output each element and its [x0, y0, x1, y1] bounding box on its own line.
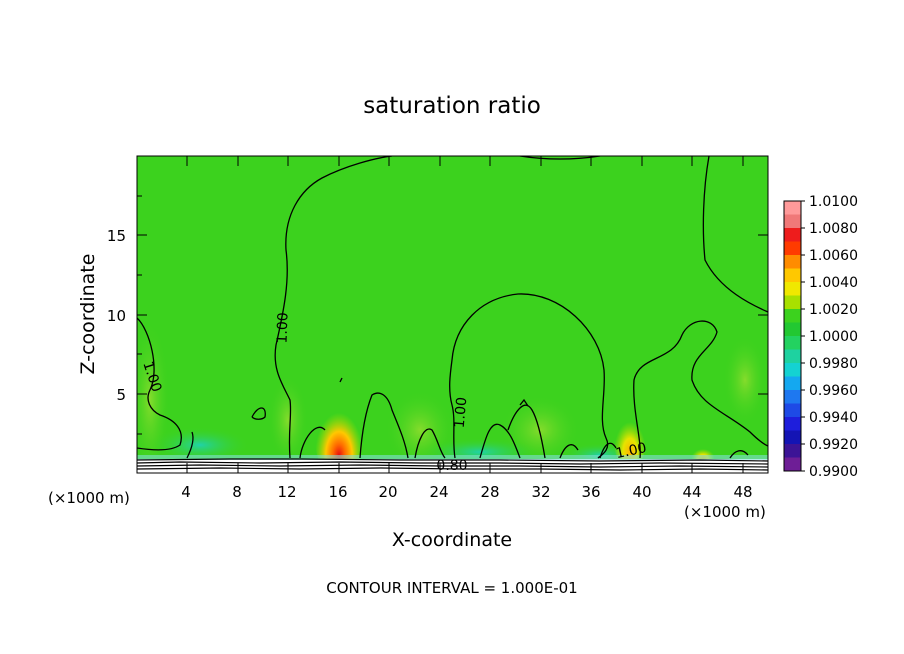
x-axis: 4 8 12 16 20 24 28 32 36 40 44 48 (×1000…: [48, 156, 766, 551]
colorbar-band: [784, 228, 801, 242]
y-tick-label: 10: [107, 307, 126, 325]
x-tick-label: 40: [632, 483, 651, 501]
x-tick-label: 28: [480, 483, 499, 501]
colorbar-band: [784, 268, 801, 283]
contour-label: 0.80: [436, 458, 467, 474]
colorbar-level-label: 0.9920: [809, 437, 858, 453]
colorbar-band: [784, 295, 801, 310]
y-tick-label: 5: [116, 386, 126, 404]
colorbar: 1.0100 1.0080 1.0060 1.0040 1.0020 1.0000 0.99…: [783, 194, 858, 480]
colorbar-band: [784, 430, 801, 445]
colorbar-bands: [784, 201, 801, 472]
colorbar-band: [784, 255, 801, 269]
colorbar-level-label: 0.9980: [809, 356, 858, 372]
colorbar-band: [784, 376, 801, 391]
colorbar-band: [784, 201, 801, 215]
x-tick-label: 36: [581, 483, 600, 501]
colorbar-labels: 1.0100 1.0080 1.0060 1.0040 1.0020 1.0000 0.99…: [801, 194, 858, 480]
x-unit-label-left: (×1000 m): [48, 489, 130, 507]
colorbar-band: [784, 363, 801, 377]
surface-contours: [137, 458, 768, 471]
x-unit-label-right: (×1000 m): [684, 503, 766, 521]
x-tick-label: 16: [328, 483, 347, 501]
x-tick-label: 32: [531, 483, 550, 501]
contour-interval-note: CONTOUR INTERVAL = 1.000E-01: [326, 579, 577, 597]
contour-label: 1.00: [274, 312, 291, 344]
surface-band-cool: [137, 455, 768, 460]
colorbar-band: [784, 322, 801, 337]
colorbar-level-label: 1.0020: [809, 302, 858, 318]
colorbar-level-label: 0.9940: [809, 410, 858, 426]
x-tick-label: 8: [232, 483, 242, 501]
colorbar-band: [784, 403, 801, 418]
colorbar-level-label: 1.0060: [809, 248, 858, 264]
colorbar-level-label: 1.0080: [809, 221, 858, 237]
colorbar-band: [784, 336, 801, 350]
x-tick-label: 24: [429, 483, 448, 501]
field-patch: [268, 375, 308, 465]
colorbar-level-label: 0.9960: [809, 383, 858, 399]
y-ticks: [137, 195, 768, 435]
plot-area: [136, 155, 769, 474]
colorbar-band: [784, 349, 801, 364]
colorbar-band: [784, 390, 801, 404]
chart-title: saturation ratio: [363, 93, 541, 119]
x-tick-label: 44: [682, 483, 701, 501]
colorbar-band: [784, 309, 801, 323]
x-tick-label: 4: [181, 483, 191, 501]
hotspot: [315, 396, 363, 473]
x-axis-label: X-coordinate: [392, 529, 512, 551]
field-patch: [150, 427, 250, 463]
x-tick-label: 20: [378, 483, 397, 501]
colorbar-level-label: 1.0100: [809, 194, 858, 210]
x-tick-label: 48: [733, 483, 752, 501]
colorbar-band: [784, 241, 801, 256]
contour-label: 1.00: [614, 440, 648, 462]
colorbar-level-label: 1.0000: [809, 329, 858, 345]
colorbar-band: [784, 214, 801, 229]
y-axis: 5 10 15 Z-coordinate: [77, 195, 768, 435]
y-axis-label: Z-coordinate: [77, 254, 99, 375]
colorbar-level-label: 1.0040: [809, 275, 858, 291]
y-tick-label: 15: [107, 227, 126, 245]
field-patch: [723, 335, 767, 425]
colorbar-band: [784, 417, 801, 431]
contour-label: 1.00: [452, 396, 471, 428]
contour-lines: [137, 156, 768, 459]
x-tick-label: 12: [277, 483, 296, 501]
colorbar-band: [784, 457, 801, 472]
colorbar-level-label: 0.9900: [809, 464, 858, 480]
x-ticks: [186, 156, 744, 473]
colorbar-band: [784, 282, 801, 296]
field-shading: [137, 156, 768, 473]
colorbar-band: [784, 444, 801, 458]
